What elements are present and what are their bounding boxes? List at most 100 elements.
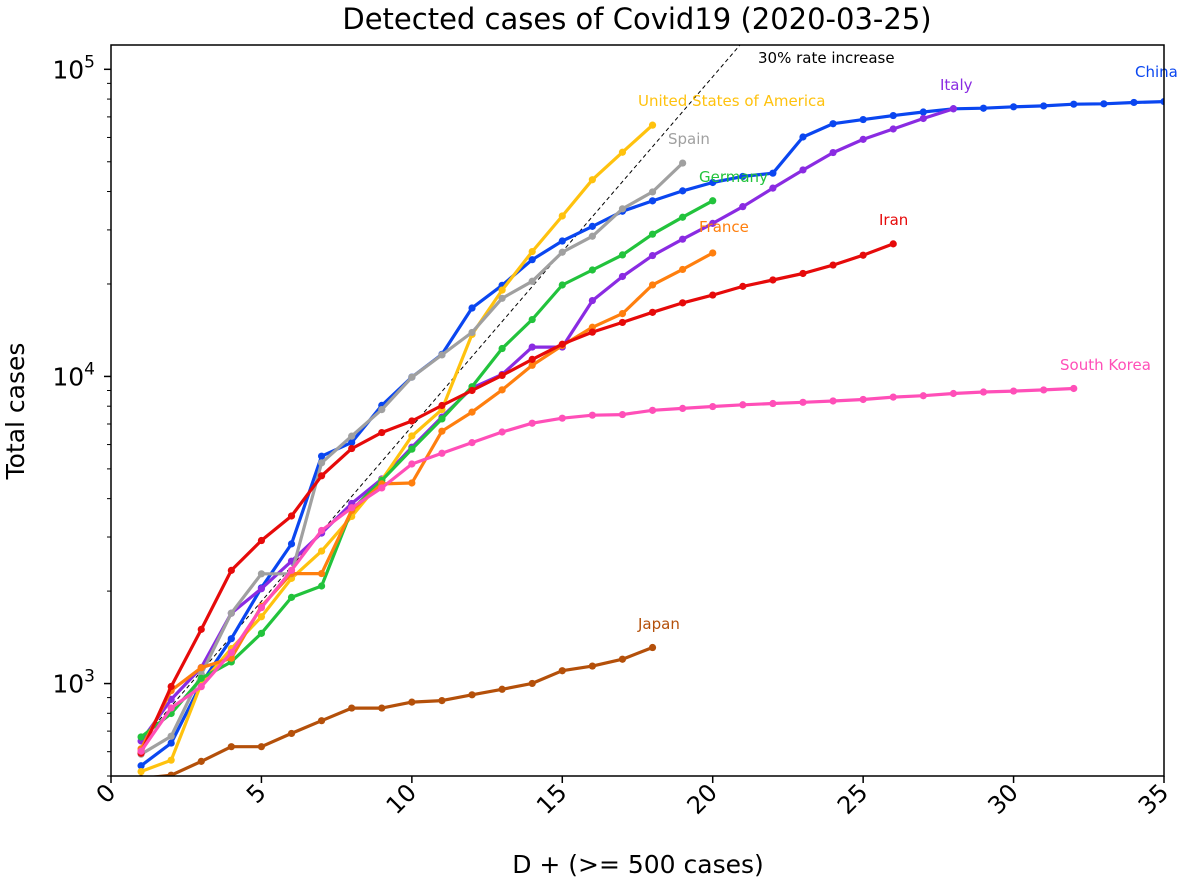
- data-point-south-korea: [318, 526, 326, 535]
- data-point-italy: [949, 105, 958, 113]
- data-point-south-korea: [588, 411, 596, 419]
- data-point-iran: [799, 269, 807, 278]
- data-point-china: [588, 222, 596, 230]
- data-point-china: [318, 452, 326, 460]
- series-japan: [138, 643, 657, 776]
- series-china: [137, 98, 1164, 770]
- data-point-south-korea: [739, 401, 747, 409]
- data-point-iran: [829, 261, 837, 269]
- data-point-iran: [648, 308, 657, 316]
- data-point-south-korea: [197, 683, 205, 691]
- series-line-france: [139, 251, 715, 751]
- data-point-south-korea: [287, 566, 296, 574]
- data-point-south-korea: [137, 747, 145, 755]
- data-point-china: [1070, 100, 1078, 108]
- data-point-united-states-of-america: [528, 247, 536, 256]
- data-point-france: [468, 408, 476, 416]
- data-point-south-korea: [889, 393, 897, 401]
- data-point-spain: [438, 351, 446, 359]
- data-point-south-korea: [1070, 384, 1078, 393]
- data-point-japan: [378, 704, 386, 712]
- x-axis-label: D + (>= 500 cases): [512, 850, 764, 879]
- data-point-spain: [408, 373, 416, 381]
- data-point-italy: [588, 296, 596, 305]
- reference-line: [140, 45, 741, 742]
- series-label-united-states-of-america: United States of America: [638, 92, 825, 110]
- data-point-germany: [528, 315, 536, 324]
- x-tick-label: 0: [91, 778, 122, 809]
- data-point-south-korea: [257, 604, 266, 612]
- data-point-south-korea: [378, 484, 386, 492]
- y-axis-label: Total cases: [1, 343, 30, 481]
- data-point-spain: [679, 159, 687, 167]
- data-point-iran: [287, 512, 296, 520]
- data-point-spain: [498, 294, 506, 302]
- data-point-china: [1009, 103, 1018, 111]
- reference-line-group: [140, 45, 741, 742]
- data-point-france: [618, 309, 627, 318]
- data-point-china: [227, 635, 235, 643]
- data-point-china: [919, 108, 927, 116]
- series-label-italy: Italy: [940, 76, 973, 94]
- data-point-france: [498, 386, 506, 394]
- data-point-south-korea: [829, 397, 837, 405]
- data-point-germany: [648, 230, 657, 238]
- data-point-iran: [167, 682, 175, 691]
- data-point-spain: [227, 609, 235, 617]
- data-point-germany: [438, 415, 446, 423]
- data-point-china: [137, 762, 145, 770]
- data-point-germany: [679, 213, 687, 221]
- data-point-spain: [348, 432, 356, 440]
- data-point-china: [348, 438, 356, 446]
- plot-frame: [110, 44, 1165, 777]
- data-point-spain: [648, 188, 657, 196]
- data-point-south-korea: [919, 392, 927, 400]
- data-point-china: [287, 540, 296, 548]
- x-tick-label: 5: [241, 778, 272, 809]
- data-point-france: [528, 361, 536, 369]
- y-axis: 103 104 105: [52, 52, 111, 777]
- data-point-iran: [348, 444, 356, 453]
- data-point-united-states-of-america: [137, 767, 145, 776]
- y-tick-label: 105: [52, 52, 95, 84]
- data-point-italy: [618, 272, 627, 281]
- series-line-iran: [139, 242, 895, 755]
- data-point-south-korea: [679, 404, 687, 412]
- data-point-japan: [318, 717, 326, 725]
- data-point-italy: [739, 203, 747, 211]
- data-point-south-korea: [709, 402, 717, 411]
- data-point-france: [709, 249, 717, 257]
- series-label-germany: Germany: [699, 168, 768, 186]
- x-axis: 0 5 10 15 20 25 30 35: [91, 776, 1174, 820]
- data-point-iran: [468, 386, 476, 395]
- data-point-japan: [167, 771, 175, 776]
- data-point-france: [679, 265, 687, 274]
- data-point-spain: [468, 328, 476, 337]
- series-italy: [137, 105, 958, 745]
- data-point-south-korea: [227, 649, 235, 657]
- data-point-south-korea: [1040, 386, 1048, 394]
- data-point-south-korea: [769, 399, 777, 408]
- data-point-iran: [257, 536, 266, 545]
- data-point-japan: [197, 757, 205, 765]
- data-point-italy: [889, 125, 897, 133]
- data-point-china: [648, 197, 657, 205]
- series-line-germany: [139, 199, 715, 739]
- series-label-south-korea: South Korea: [1060, 356, 1151, 374]
- data-point-spain: [588, 232, 596, 240]
- data-point-japan: [588, 662, 596, 670]
- y-tick-label: 104: [52, 359, 95, 391]
- data-point-iran: [889, 240, 897, 248]
- data-point-italy: [829, 148, 837, 157]
- data-point-italy: [528, 343, 536, 351]
- data-point-spain: [167, 732, 175, 740]
- data-point-japan: [408, 698, 416, 706]
- x-tick-label: 10: [381, 778, 422, 819]
- series-label-spain: Spain: [668, 130, 710, 148]
- x-tick-label: 35: [1133, 778, 1174, 819]
- series-south-korea: [137, 384, 1078, 755]
- data-point-germany: [257, 629, 266, 637]
- data-point-italy: [167, 695, 175, 703]
- data-point-germany: [588, 266, 596, 274]
- series-labels-group: 30% rate increase China Italy United States…: [637, 49, 1178, 633]
